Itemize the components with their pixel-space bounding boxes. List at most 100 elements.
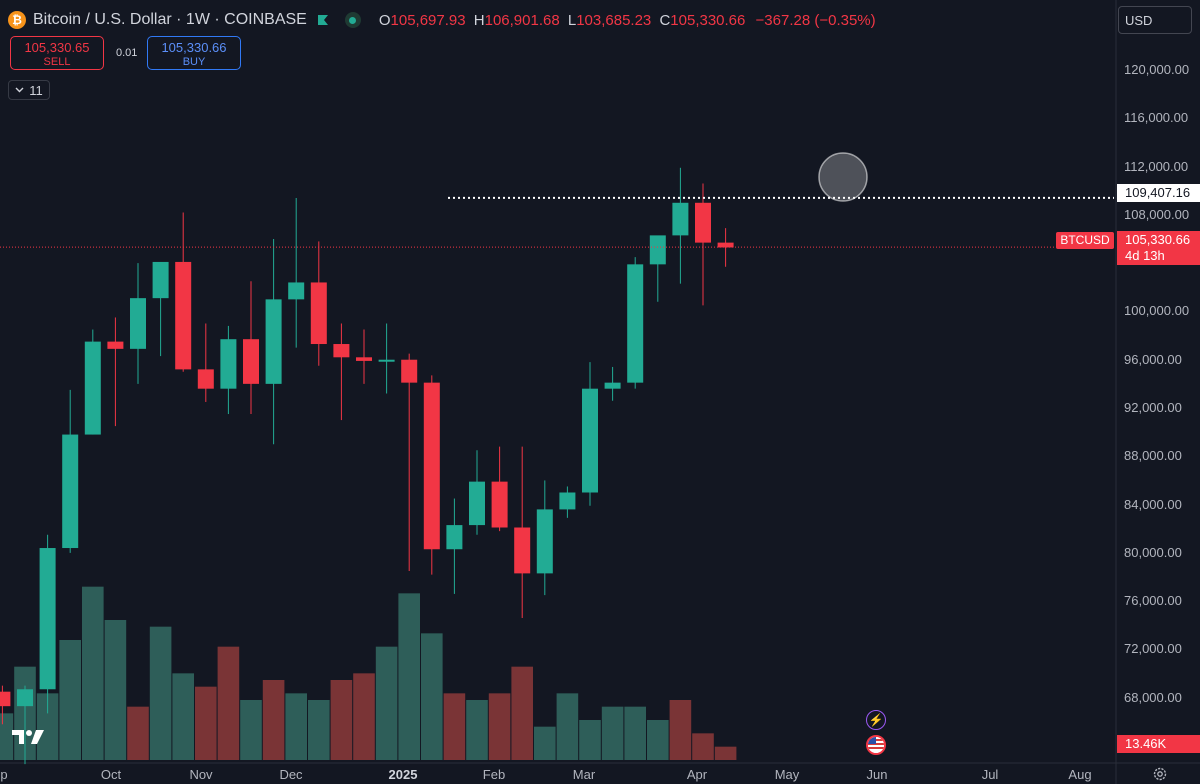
candle-body [582,388,598,493]
candle [288,197,305,348]
indicators-toggle[interactable]: 11 [8,80,50,100]
volume-bar [195,686,217,760]
candle [175,212,192,372]
current-price: 105,330.66 [1125,232,1191,247]
candle [107,317,124,427]
candle [333,323,350,421]
volume-bar [556,693,579,760]
volume-bar [692,733,714,760]
volume-bar [443,693,466,760]
price-tick: 72,000.00 [1124,641,1182,657]
month-label: Oct [100,767,122,782]
buy-button[interactable]: 105,330.66 BUY [147,36,241,70]
month-label: Nov [189,767,213,782]
candle [672,167,689,284]
candle [536,480,553,596]
candle [84,329,101,435]
volume-bar [262,680,285,760]
ohlc-values: O105,697.93 H106,901.68 L103,685.23 C105… [378,11,876,29]
month-label: 2025 [388,767,418,782]
candle [265,239,282,445]
candle-body [559,492,576,510]
price-tick: 112,000.00 [1124,158,1189,174]
buy-price: 105,330.66 [161,40,227,55]
price-tick: 120,000.00 [1124,62,1190,77]
flash-event-icon[interactable]: ⚡ [866,710,886,730]
candle [649,235,666,302]
volume-bar [669,700,692,760]
chevron-down-icon [15,87,24,93]
us-flag-icon[interactable] [866,735,886,755]
volume-bar [579,720,601,760]
symbol-title[interactable]: Bitcoin / U.S. Dollar · 1W · COINBASE [33,11,307,28]
indicator-count: 11 [29,82,43,98]
candle [17,685,33,765]
month-label: Mar [572,767,596,782]
volume-bar [375,646,398,760]
sell-price: 105,330.65 [24,40,90,55]
candle [152,261,169,357]
volume-bar [82,586,104,760]
price-tick: 92,000.00 [1124,400,1182,415]
candle-body [197,369,214,389]
symbol-header: ₿ Bitcoin / U.S. Dollar · 1W · COINBASE … [8,9,876,31]
candle [695,183,711,306]
change-value: −367.28 (−0.35%) [755,11,876,29]
flag-icon[interactable] [317,14,329,26]
price-tick: 116,000.00 [1124,110,1189,126]
candle [514,446,531,619]
tradingview-logo-icon[interactable] [12,727,48,747]
candle-body [310,282,327,345]
volume-bar [624,706,646,760]
price-tick: 80,000.00 [1124,544,1182,560]
candle-body [130,298,146,349]
volume-bar [714,746,737,760]
candle-body [152,261,169,299]
volume-bar [104,620,127,760]
price-tick: 108,000.00 [1124,206,1190,222]
candle [39,534,56,714]
high-value: 106,901.68 [484,11,560,29]
candle-body [265,299,282,384]
volume-bar [534,726,556,760]
settings-icon[interactable] [1152,766,1168,782]
candle-body [604,382,621,389]
candle-body [84,341,101,435]
bar-countdown: 4d 13h [1125,248,1165,263]
candle [446,498,463,594]
candle-body [649,235,666,265]
sell-button[interactable]: 105,330.65 SELL [10,36,104,70]
candle [197,323,214,402]
candle [356,329,372,384]
price-tick: 100,000.00 [1124,303,1190,319]
price-tick: 96,000.00 [1124,351,1182,367]
candle [604,366,621,401]
volume-bars [0,586,737,760]
buy-label: BUY [182,56,206,68]
volume-bar [172,673,194,760]
volume-bar [0,713,14,760]
volume-bar [217,646,240,760]
currency-select[interactable]: USD [1118,6,1192,34]
candle [130,263,146,384]
candle-body [0,691,11,707]
highlight-circle [818,152,868,202]
candle-body [220,339,237,389]
candle [0,685,11,725]
volume-bar [466,700,488,760]
current-price-label: 105,330.66 4d 13h [1117,231,1200,265]
candle-body [333,344,350,358]
candle-body [491,481,508,528]
market-status-icon[interactable] [344,12,361,28]
month-label: Aug [1068,767,1092,782]
candle-body [627,264,644,383]
volume-bar [421,633,443,760]
candle-body [469,481,485,526]
price-tick: 88,000.00 [1124,448,1182,464]
volume-bar [127,706,149,760]
candle-body [288,282,305,300]
month-label: Jul [981,767,999,782]
candle-body [446,525,463,550]
volume-bar [647,720,669,760]
